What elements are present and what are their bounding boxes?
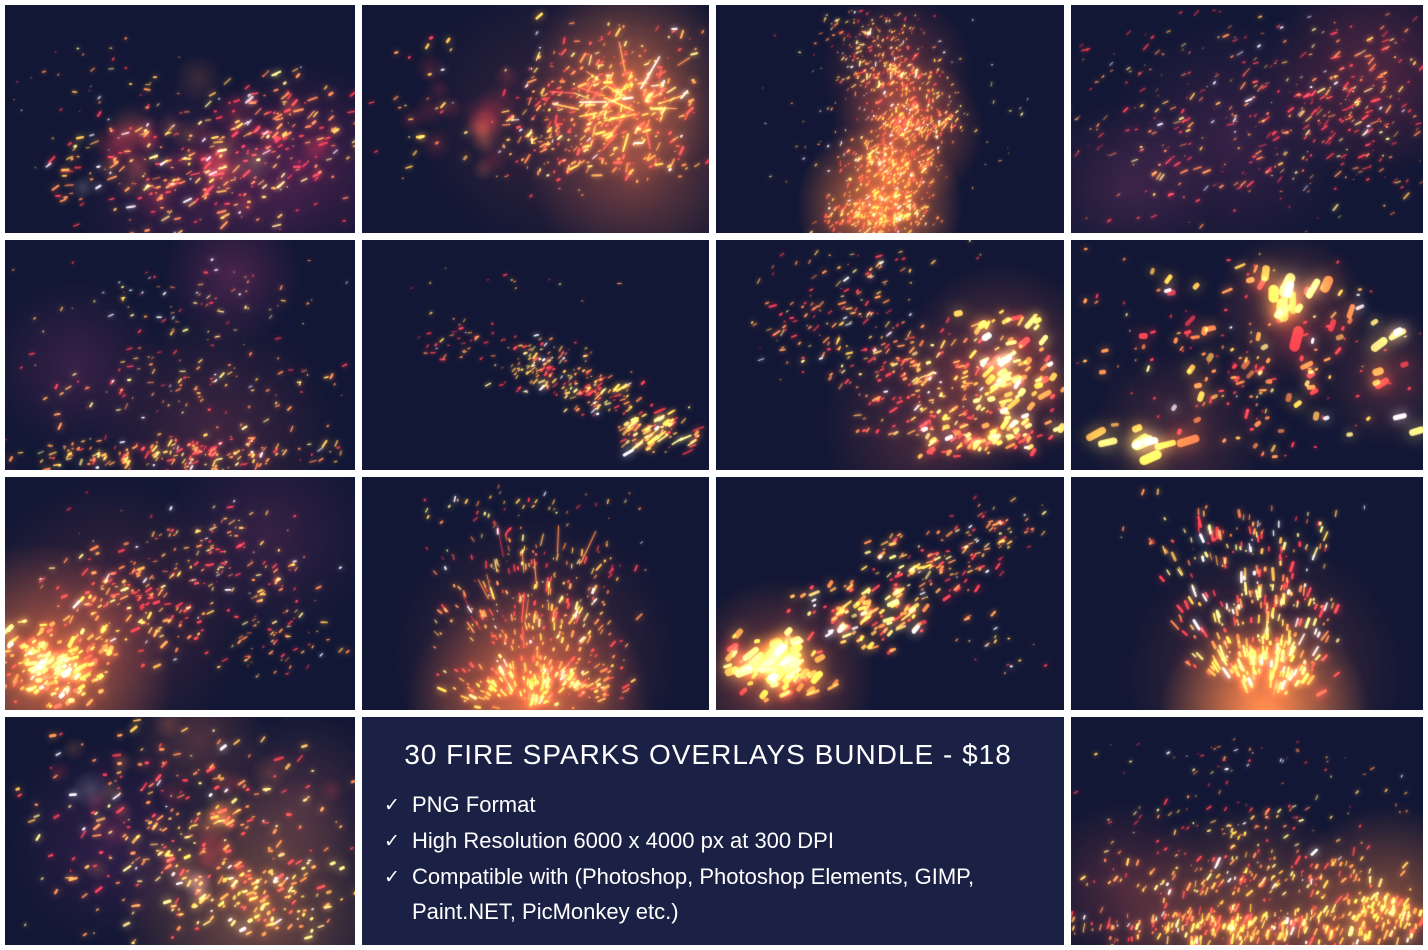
sparks-image <box>362 5 709 233</box>
sparks-image <box>362 240 709 470</box>
sparks-image <box>1071 5 1423 233</box>
sparks-image <box>1071 477 1423 710</box>
sparks-image <box>716 477 1064 710</box>
feature-text: High Resolution 6000 x 4000 px at 300 DP… <box>412 828 834 853</box>
feature-text: PNG Format <box>412 792 536 817</box>
sparks-image <box>5 477 355 710</box>
sparks-image <box>5 717 355 945</box>
spark-overlay-tile <box>716 240 1064 470</box>
bundle-title: 30 FIRE SPARKS OVERLAYS BUNDLE - $18 <box>404 739 1012 770</box>
sparks-image <box>716 5 1064 233</box>
spark-overlay-tile <box>1071 717 1423 945</box>
feature-item: ✓ PNG Format <box>384 787 1014 823</box>
spark-overlay-tile <box>1071 477 1423 710</box>
feature-item: ✓ High Resolution 6000 x 4000 px at 300 … <box>384 823 1014 859</box>
sparks-image <box>1071 717 1423 945</box>
spark-overlay-tile <box>362 240 709 470</box>
spark-overlay-tile <box>362 5 709 233</box>
checkmark-icon: ✓ <box>384 867 400 888</box>
spark-overlay-tile <box>716 477 1064 710</box>
checkmark-icon: ✓ <box>384 795 400 816</box>
spark-overlay-tile <box>362 477 709 710</box>
sparks-image <box>716 240 1064 470</box>
feature-item: ✓ Compatible with (Photoshop, Photoshop … <box>384 859 1014 929</box>
feature-list: ✓ PNG Format ✓ High Resolution 6000 x 40… <box>376 787 1040 929</box>
sparks-image <box>5 240 355 470</box>
spark-overlay-tile <box>5 5 355 233</box>
sparks-image <box>362 477 709 710</box>
checkmark-icon: ✓ <box>384 831 400 852</box>
bundle-info-panel: 30 FIRE SPARKS OVERLAYS BUNDLE - $18 ✓ P… <box>362 717 1064 945</box>
spark-overlay-tile <box>5 477 355 710</box>
spark-overlay-tile <box>5 240 355 470</box>
sparks-image <box>5 5 355 233</box>
sparks-image <box>1071 240 1423 470</box>
spark-overlay-tile <box>1071 240 1423 470</box>
feature-text: Compatible with (Photoshop, Photoshop El… <box>412 864 975 924</box>
spark-overlay-tile <box>1071 5 1423 233</box>
spark-overlay-tile <box>5 717 355 945</box>
spark-overlay-tile <box>716 5 1064 233</box>
